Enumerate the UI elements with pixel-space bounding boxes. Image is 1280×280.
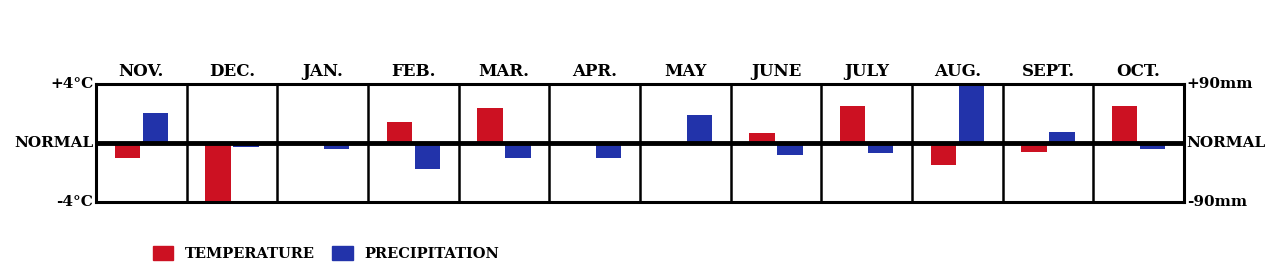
Bar xyxy=(596,143,621,158)
Text: +4°C: +4°C xyxy=(50,77,93,91)
Bar xyxy=(777,143,803,155)
Text: -90mm: -90mm xyxy=(1187,195,1247,209)
Text: OCT.: OCT. xyxy=(1116,63,1161,80)
Bar xyxy=(749,132,774,143)
Text: SEPT.: SEPT. xyxy=(1021,63,1075,80)
Bar xyxy=(1112,106,1138,143)
Bar xyxy=(868,143,893,153)
Bar xyxy=(959,84,984,143)
Text: NORMAL: NORMAL xyxy=(1187,136,1266,150)
Bar xyxy=(1021,143,1047,152)
Text: AUG.: AUG. xyxy=(934,63,980,80)
Bar xyxy=(415,143,440,169)
Bar xyxy=(1050,132,1075,143)
Bar xyxy=(840,106,865,143)
Bar xyxy=(1140,143,1165,149)
Text: DEC.: DEC. xyxy=(209,63,255,80)
Text: NORMAL: NORMAL xyxy=(14,136,93,150)
Bar xyxy=(686,115,712,143)
Legend: TEMPERATURE, PRECIPITATION: TEMPERATURE, PRECIPITATION xyxy=(147,241,506,267)
Text: NOV.: NOV. xyxy=(119,63,164,80)
Bar xyxy=(506,143,531,158)
Bar xyxy=(324,143,349,149)
Text: +90mm: +90mm xyxy=(1187,77,1253,91)
Bar xyxy=(477,108,503,143)
Text: JAN.: JAN. xyxy=(302,63,343,80)
Bar xyxy=(233,143,259,147)
Text: FEB.: FEB. xyxy=(392,63,435,80)
Text: -4°C: -4°C xyxy=(56,195,93,209)
Text: JULY: JULY xyxy=(845,63,890,80)
Text: JUNE: JUNE xyxy=(751,63,801,80)
Text: MAR.: MAR. xyxy=(479,63,530,80)
Bar xyxy=(387,122,412,143)
Bar xyxy=(931,143,956,165)
Bar xyxy=(115,143,140,157)
Text: MAY: MAY xyxy=(664,63,707,80)
Bar xyxy=(142,113,168,143)
Text: APR.: APR. xyxy=(572,63,617,80)
Bar xyxy=(205,143,230,209)
